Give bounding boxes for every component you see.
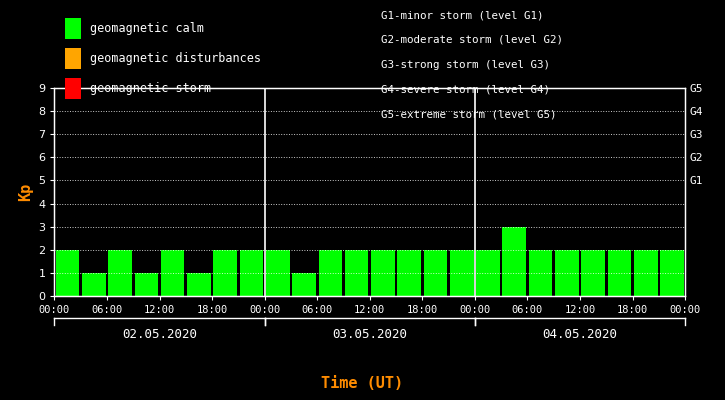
Bar bbox=[608, 250, 631, 296]
Bar bbox=[529, 250, 552, 296]
Bar bbox=[476, 250, 500, 296]
Bar bbox=[135, 273, 158, 296]
Text: geomagnetic calm: geomagnetic calm bbox=[90, 22, 204, 35]
Bar bbox=[108, 250, 132, 296]
Bar bbox=[423, 250, 447, 296]
Bar bbox=[450, 250, 473, 296]
Text: geomagnetic disturbances: geomagnetic disturbances bbox=[90, 52, 261, 65]
Y-axis label: Kp: Kp bbox=[17, 183, 33, 201]
Text: Time (UT): Time (UT) bbox=[321, 376, 404, 391]
Bar bbox=[581, 250, 605, 296]
Bar bbox=[634, 250, 658, 296]
Text: G5-extreme storm (level G5): G5-extreme storm (level G5) bbox=[381, 109, 556, 119]
Text: geomagnetic storm: geomagnetic storm bbox=[90, 82, 211, 95]
Bar bbox=[266, 250, 289, 296]
Bar bbox=[502, 227, 526, 296]
Bar bbox=[240, 250, 263, 296]
Text: G3-strong storm (level G3): G3-strong storm (level G3) bbox=[381, 60, 550, 70]
Text: G4-severe storm (level G4): G4-severe storm (level G4) bbox=[381, 84, 550, 94]
Bar bbox=[397, 250, 421, 296]
Bar bbox=[213, 250, 237, 296]
Text: 02.05.2020: 02.05.2020 bbox=[122, 328, 197, 341]
Bar bbox=[187, 273, 211, 296]
Text: 03.05.2020: 03.05.2020 bbox=[332, 328, 407, 341]
Text: 04.05.2020: 04.05.2020 bbox=[542, 328, 618, 341]
Bar bbox=[161, 250, 184, 296]
Bar bbox=[82, 273, 106, 296]
Bar bbox=[371, 250, 394, 296]
Text: G2-moderate storm (level G2): G2-moderate storm (level G2) bbox=[381, 35, 563, 45]
Bar bbox=[292, 273, 316, 296]
Bar bbox=[345, 250, 368, 296]
Bar bbox=[660, 250, 684, 296]
Text: G1-minor storm (level G1): G1-minor storm (level G1) bbox=[381, 10, 543, 20]
Bar bbox=[555, 250, 579, 296]
Bar bbox=[318, 250, 342, 296]
Bar bbox=[56, 250, 79, 296]
